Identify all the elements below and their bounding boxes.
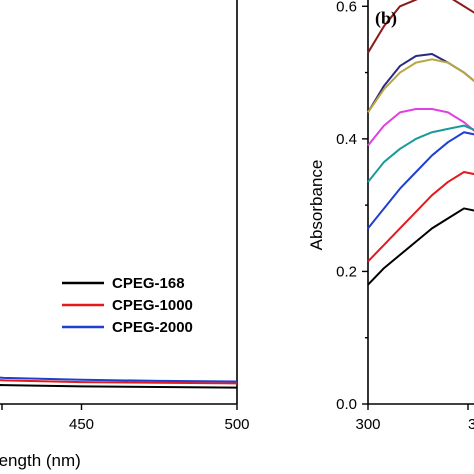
panel-a-series-cpeg-168 <box>0 384 238 389</box>
panel-a-ticks: 450 500 <box>1 404 250 433</box>
panel-b-y-tick-label: 0.6 <box>336 0 357 15</box>
panel-b-ticks: 0.0 0.2 0.4 0.6 300 3 <box>336 0 474 433</box>
panel-a-x-axis-title: Wavelength (nm) <box>0 451 81 470</box>
panel-b-series-5 <box>367 124 474 183</box>
panel-a-series-cpeg-1000 <box>0 379 238 385</box>
panel-b-series-3 <box>367 58 474 113</box>
panel-b-series-group <box>367 0 474 286</box>
panel-b-y-tick-label: 0.2 <box>336 263 357 280</box>
panel-b-y-tick-label: 0.4 <box>336 131 357 148</box>
panel-b-x-tick-label: 300 <box>355 416 380 433</box>
panel-b-y-axis-title: Absorbance <box>307 160 326 251</box>
legend-label-cpeg-1000: CPEG-1000 <box>112 297 193 314</box>
panel-a-legend: CPEG-168 CPEG-1000 CPEG-2000 <box>62 275 193 336</box>
panel-b-series-7 <box>367 171 474 263</box>
panel-a-series-cpeg-2000 <box>0 376 238 383</box>
panel-a: 450 500 CPEG-168 CPEG-1000 CPEG-2000 Wavele… <box>0 0 250 470</box>
panel-b: 0.0 0.2 0.4 0.6 300 3 (b) Absorbance <box>307 0 474 433</box>
panel-b-series-8 <box>367 207 474 286</box>
panel-a-x-tick-label: 450 <box>69 416 94 433</box>
panel-b-series-6 <box>367 131 474 229</box>
panel-b-label: (b) <box>375 8 397 29</box>
panel-b-series-1 <box>367 0 474 54</box>
panel-b-x-tick-label: 3 <box>468 416 474 433</box>
panel-a-series-group <box>0 376 238 389</box>
panel-a-x-tick-label: 500 <box>224 416 249 433</box>
panel-b-series-4 <box>367 108 474 147</box>
legend-label-cpeg-2000: CPEG-2000 <box>112 319 193 336</box>
legend-label-cpeg-168: CPEG-168 <box>112 275 185 292</box>
panel-b-y-tick-label: 0.0 <box>336 396 357 413</box>
